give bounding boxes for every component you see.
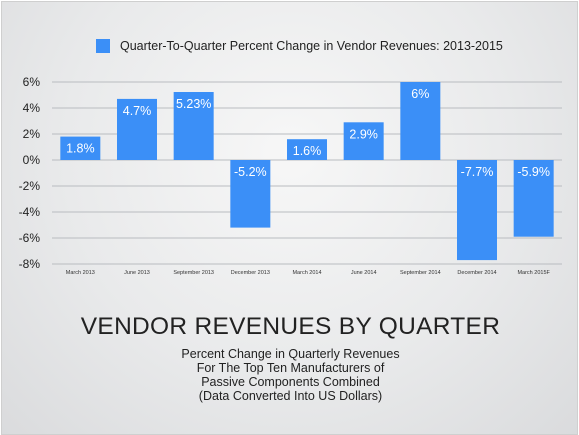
x-tick-label: March 2015F: [517, 270, 550, 276]
data-label: 5.23%: [176, 97, 211, 111]
data-label: 1.8%: [66, 142, 95, 156]
y-tick-label: 0%: [23, 153, 41, 167]
subtitle-line-1: Percent Change in Quarterly Revenues: [181, 347, 400, 361]
bar: [400, 82, 441, 160]
x-tick-label: June 2013: [124, 270, 150, 276]
x-tick-label: December 2013: [231, 270, 270, 276]
data-label: -7.7%: [461, 165, 494, 179]
legend-swatch: [96, 39, 110, 53]
y-tick-label: -8%: [19, 257, 41, 271]
data-label: -5.9%: [517, 165, 550, 179]
x-tick-label: September 2014: [400, 270, 441, 276]
value-labels: 1.8% 4.7% 5.23% -5.2% 1.6% 2.9% 6% -7.7% -5.9%: [66, 87, 550, 179]
bars: [60, 82, 554, 261]
bar: [173, 92, 214, 160]
data-label: 1.6%: [293, 144, 322, 158]
legend: Quarter-To-Quarter Percent Change in Ven…: [96, 38, 503, 54]
data-label: 2.9%: [349, 127, 378, 141]
y-tick-label: -2%: [19, 179, 41, 193]
bar-chart: 6%4%2%0%-2%-4%-6%-8% 1.8%4.7% 5.23%-5.2%1…: [19, 75, 562, 276]
chart-subtitle: Percent Change in Quarterly Revenues For…: [2, 347, 577, 403]
data-label: -5.2%: [234, 165, 267, 179]
y-tick-label: -6%: [19, 231, 41, 245]
bar: [117, 98, 157, 160]
x-axis-ticks: March 2013 June 2013 September 2013 Decembe…: [66, 270, 551, 276]
bar: [343, 122, 384, 160]
bar: [230, 160, 271, 228]
x-tick-label: March 2013: [66, 270, 95, 276]
x-tick-label: December 2014: [457, 270, 496, 276]
bar: [60, 136, 101, 160]
x-tick-label: September 2013: [173, 270, 214, 276]
subtitle-line-4: (Data Converted Into US Dollars): [198, 389, 383, 403]
bar: [287, 139, 327, 160]
y-axis-ticks: 6% 4% 2% 0% -2% -4% -6% -8%: [19, 75, 41, 271]
data-label: 6%: [411, 87, 429, 101]
bar: [513, 160, 554, 237]
subtitle-line-3: Passive Components Combined: [201, 375, 380, 389]
x-tick-label: March 2014: [292, 270, 321, 276]
legend-label: Quarter-To-Quarter Percent Change in Ven…: [120, 39, 503, 53]
bar: [457, 160, 497, 261]
y-tick-label: 4%: [23, 101, 41, 115]
y-tick-label: -4%: [19, 205, 41, 219]
x-tick-label: June 2014: [351, 270, 377, 276]
chart-title: VENDOR REVENUES BY QUARTER: [80, 313, 501, 340]
y-tick-label: 2%: [23, 127, 41, 141]
y-tick-label: 6%: [23, 75, 41, 89]
subtitle-line-2: For The Top Ten Manufacturers of: [196, 361, 385, 375]
data-label: 4.7%: [123, 104, 152, 118]
